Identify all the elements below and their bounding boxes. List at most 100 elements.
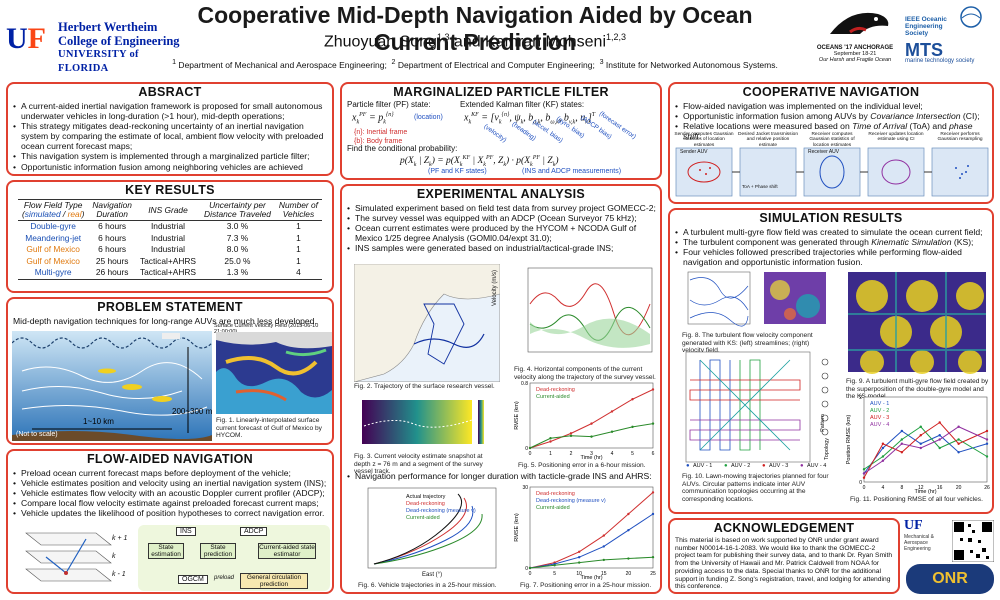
- fig9-caption: Fig. 9. A turbulent multi-gyre flow fiel…: [846, 378, 989, 401]
- fig8-caption: Fig. 8. The turbulent flow velocity comp…: [682, 332, 813, 355]
- pf-kf-states-label: (PF and KF states): [428, 168, 487, 175]
- data-point: [627, 512, 630, 516]
- data-point: [957, 451, 960, 454]
- flow-item: Compare local flow velocity estimate aga…: [13, 498, 332, 508]
- ack-text: This material is based on work supported…: [675, 537, 893, 591]
- conditional-equation: p(Xk | Zk) = p(XkKF | XkPF, Zk) · p(XkPF…: [400, 155, 559, 169]
- data-point: [862, 476, 866, 479]
- legend-ca-fig6: Current-aided: [406, 515, 440, 521]
- kf-state-label: Extended Kalman filter (KF) states:: [460, 100, 585, 109]
- sender-auv-label: Sender AUV: [680, 149, 708, 155]
- vehicle-trajectory-25hr: [367, 487, 497, 569]
- y-tick-label: 0: [525, 446, 528, 452]
- cell-grade: Industrial: [150, 244, 185, 254]
- cell-grade: Industrial: [150, 221, 185, 231]
- x-axis-label: Time (hr): [914, 489, 936, 494]
- x-tick-label: 20: [626, 571, 632, 577]
- auv3-legend-marker: ●: [762, 463, 766, 469]
- data-point: [919, 442, 922, 445]
- ins-box: INS: [176, 527, 196, 536]
- scale-note: (Not to scale): [16, 431, 58, 438]
- abstract-list: A current-aided inertial navigation fram…: [8, 101, 332, 174]
- experimental-list: Simulated experiment based on field test…: [342, 203, 660, 254]
- data-point: [862, 468, 866, 471]
- uf-monogram: UF: [6, 22, 46, 55]
- fig4-y-label: Velocity (m/s): [492, 269, 498, 306]
- current-snapshot: [362, 400, 484, 444]
- data-point: [957, 442, 960, 445]
- data-point: [938, 421, 941, 424]
- series-line-3: [529, 556, 654, 569]
- auv1-legend-marker: ●: [686, 463, 690, 469]
- problem-illustration: [12, 331, 212, 441]
- hycom-map: [216, 332, 332, 414]
- x-tick-label: 4: [611, 451, 614, 457]
- legend-entry: Current-aided: [536, 394, 570, 400]
- data-point: [569, 432, 573, 435]
- x-tick-label: 0: [529, 451, 532, 457]
- exp-longer-item: Navigation performance for longer durati…: [347, 471, 652, 481]
- table-row: Gulf of Mexico 6 hours Industrial 8.0 % 1: [18, 244, 322, 256]
- depth-label: 200~300 m: [172, 407, 213, 416]
- topology-label: Topology: [824, 437, 831, 461]
- auv2-legend: AUV - 2: [731, 463, 751, 469]
- cooperative-panel: COOPERATIVE NAVIGATION Flow-aided naviga…: [668, 82, 994, 204]
- data-point: [602, 558, 605, 562]
- data-point: [881, 459, 885, 462]
- legend-actual: Actual trajectory: [406, 494, 446, 500]
- pf-location-label: (location): [414, 114, 443, 121]
- cell-vehicles: 1: [296, 232, 301, 243]
- data-point: [590, 435, 593, 438]
- flow-item: Vehicle estimates position and velocity …: [13, 478, 332, 488]
- data-point: [590, 422, 593, 425]
- y-axis-label: RMSE (km): [514, 513, 520, 542]
- cell-duration: 6 hours: [98, 221, 127, 231]
- table-row: Meandering-jet 6 hours Industrial 7.3 % 1: [18, 233, 322, 245]
- velocity-components-chart: [527, 267, 653, 353]
- exp-item: Simulated experiment based on field test…: [347, 203, 660, 213]
- problem-title: PROBLEM STATEMENT: [97, 300, 243, 314]
- data-point: [938, 446, 941, 450]
- coop-item: Flow-aided navigation was implemented on…: [675, 101, 992, 111]
- cell-uncertainty: 25.0 %: [224, 255, 251, 266]
- abstract-panel: ABSRACT A current-aided inertial navigat…: [6, 82, 334, 176]
- abstract-item: This strategy mitigates dead-reckoning u…: [13, 121, 332, 151]
- data-point: [631, 425, 634, 429]
- cell-duration: 6 hours: [98, 244, 127, 254]
- data-point: [985, 442, 989, 445]
- x-tick-label: 3: [590, 451, 593, 457]
- data-point: [900, 438, 904, 441]
- orca-icon: [830, 12, 889, 34]
- x-tick-label: 10: [576, 571, 582, 577]
- y-tick-label: 30: [522, 485, 528, 491]
- fig10-caption: Fig. 10. Lawn-mowing trajectories planne…: [682, 473, 829, 503]
- x-tick-label: 4: [882, 485, 885, 491]
- series-line-1: [529, 492, 654, 569]
- data-point: [610, 430, 614, 433]
- cell-type: Meandering-jet: [25, 232, 82, 243]
- x-tick-label: 20: [956, 485, 962, 491]
- data-point: [602, 534, 605, 537]
- layer-label-k1: k + 1: [112, 535, 128, 542]
- data-point: [900, 442, 904, 445]
- x-tick-label: 5: [631, 451, 634, 457]
- mpf-panel: MARGINALIZED PARTICLE FILTER Particle fi…: [340, 82, 662, 180]
- cell-duration: 25 hours: [95, 255, 129, 266]
- key-results-table: Flow Field Type (simulated / real) Naviga…: [17, 199, 323, 280]
- x-tick-label: 6: [652, 451, 655, 457]
- auv3-legend: AUV - 3: [769, 463, 789, 469]
- ieee-oes-logo: IEEE Oceanic Engineering Society: [905, 6, 995, 37]
- poster-affiliations: 1 Department of Mechanical and Aerospace…: [172, 58, 778, 70]
- data-point: [938, 438, 941, 441]
- cell-grade: Industrial: [150, 232, 185, 243]
- data-point: [881, 446, 885, 450]
- velocity-label: (velocity): [482, 123, 508, 144]
- flow-aided-title: FLOW-AIDED NAVIGATION: [87, 452, 253, 466]
- pf-equation: xkPF = pk{n}: [352, 112, 394, 126]
- legend-entry: Dead-reckoning: [536, 387, 575, 393]
- auv1-legend: AUV - 1: [693, 463, 713, 469]
- auv2-legend-marker: ●: [724, 463, 728, 469]
- data-point: [881, 442, 885, 445]
